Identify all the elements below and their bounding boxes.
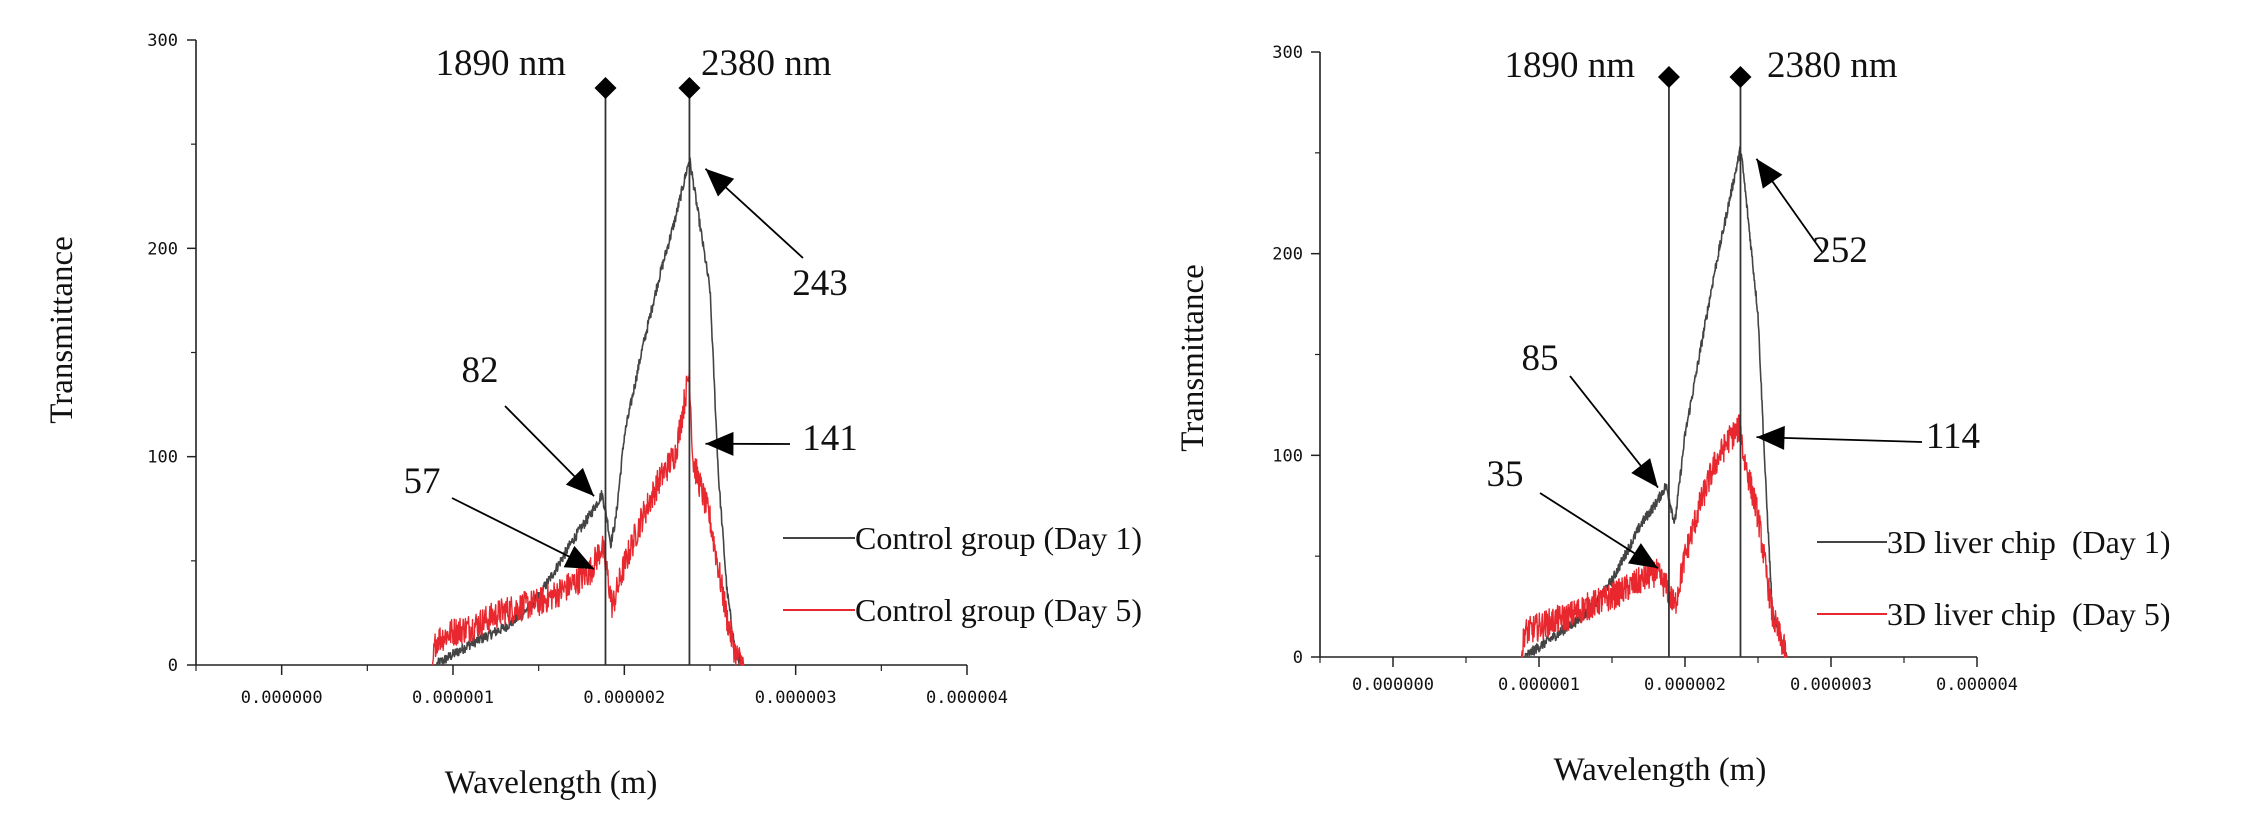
diamond-marker xyxy=(678,77,701,99)
annotation-arrowhead xyxy=(565,467,595,497)
x-axis-label: Wavelength (m) xyxy=(445,765,658,801)
annotation-arrowhead xyxy=(1631,458,1659,488)
annotation-label: 243 xyxy=(792,263,848,304)
diamond-marker xyxy=(1657,66,1680,88)
y-axis-label: Transmittance xyxy=(1175,264,1211,452)
y-tick-label: 200 xyxy=(1272,245,1303,265)
annotation-label: 82 xyxy=(462,350,499,391)
y-tick-label: 100 xyxy=(147,448,178,468)
y-axis-label: Transmittance xyxy=(44,236,80,424)
y-tick-label: 0 xyxy=(168,656,178,676)
marker-label: 1890 nm xyxy=(435,43,566,84)
legend-label: 3D liver chip (Day 1) xyxy=(1887,524,2170,560)
annotation-label: 35 xyxy=(1487,454,1524,495)
series-line-day5 xyxy=(1520,414,1788,658)
annotation-arrowhead xyxy=(1756,425,1785,450)
x-tick-label: 0.000002 xyxy=(583,688,665,708)
legend-label: 3D liver chip (Day 5) xyxy=(1887,596,2170,632)
annotation-arrowhead xyxy=(1627,543,1659,569)
diamond-marker xyxy=(1729,66,1752,88)
series-line-day5 xyxy=(431,369,745,666)
y-tick-label: 300 xyxy=(1272,43,1303,63)
marker-label: 2380 nm xyxy=(701,43,832,84)
diamond-marker xyxy=(594,77,617,99)
annotation-label: 57 xyxy=(404,461,441,502)
annotation-label: 252 xyxy=(1812,230,1868,271)
marker-label: 1890 nm xyxy=(1504,45,1635,86)
y-tick-label: 0 xyxy=(1293,648,1303,668)
x-tick-label: 0.000001 xyxy=(1498,675,1580,695)
annotation-arrowhead xyxy=(705,431,734,456)
legend-label: Control group (Day 5) xyxy=(855,592,1142,628)
x-tick-label: 0.000004 xyxy=(926,688,1008,708)
x-tick-label: 0.000004 xyxy=(1936,675,2018,695)
y-tick-label: 300 xyxy=(147,31,178,51)
annotation-arrowhead xyxy=(563,545,595,570)
chart-panel-1: 0 100 200 300 0.000000 0.000001 0.000002 0.0000… xyxy=(44,31,1142,801)
x-tick-label: 0.000001 xyxy=(412,688,494,708)
annotation-label: 85 xyxy=(1522,338,1559,379)
annotation-arrowhead xyxy=(705,168,735,197)
y-tick-label: 100 xyxy=(1272,446,1303,466)
annotation-label: 114 xyxy=(1926,416,1980,457)
annotation-label: 141 xyxy=(802,418,858,459)
series-line-day1 xyxy=(435,157,745,666)
x-tick-label: 0.000003 xyxy=(755,688,837,708)
x-tick-label: 0.000000 xyxy=(1352,675,1434,695)
chart-panel-2: 0 100 200 300 0.000000 0.000001 0.000002 0.0000… xyxy=(1175,43,2170,788)
x-tick-label: 0.000000 xyxy=(241,688,323,708)
y-tick-label: 200 xyxy=(147,239,178,259)
annotation-arrowhead xyxy=(1756,158,1783,189)
x-tick-label: 0.000002 xyxy=(1644,675,1726,695)
legend-label: Control group (Day 1) xyxy=(855,520,1142,556)
x-tick-label: 0.000003 xyxy=(1790,675,1872,695)
x-axis-label: Wavelength (m) xyxy=(1554,752,1767,788)
marker-label: 2380 nm xyxy=(1767,45,1898,86)
